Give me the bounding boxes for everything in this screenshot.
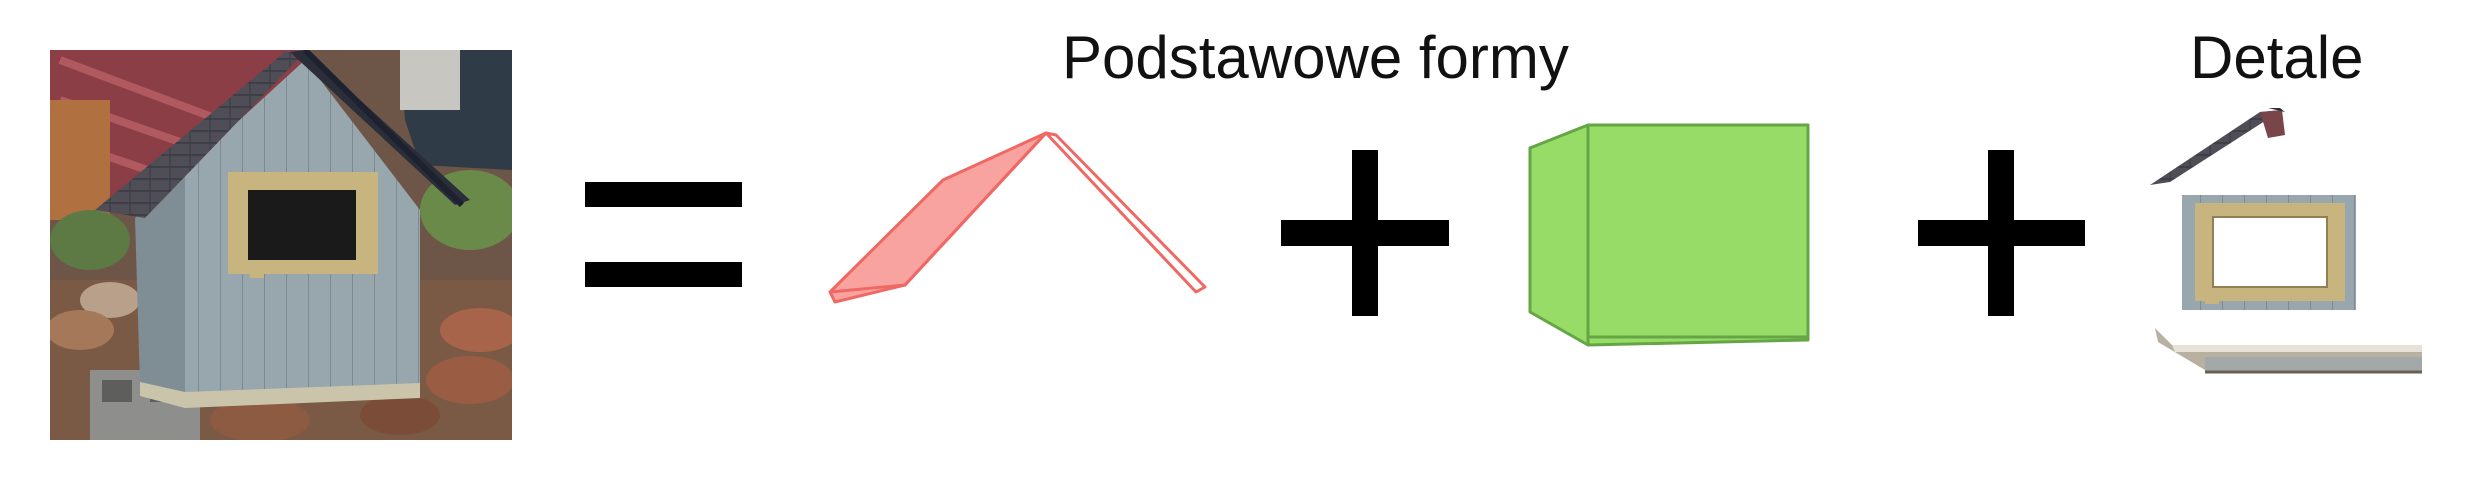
basic-forms-label: Podstawowe formy — [1062, 24, 1569, 91]
roof-shape — [828, 131, 1207, 304]
detail-roof — [2150, 108, 2285, 185]
box-shape — [1528, 123, 1810, 347]
detail-window — [2182, 195, 2356, 310]
details-label: Detale — [2190, 24, 2364, 91]
plus-icon — [1918, 150, 2085, 316]
doghouse-photo — [50, 50, 512, 440]
plus-icon — [1281, 150, 1449, 316]
detail-base — [2155, 328, 2422, 374]
equals-icon — [585, 182, 742, 287]
